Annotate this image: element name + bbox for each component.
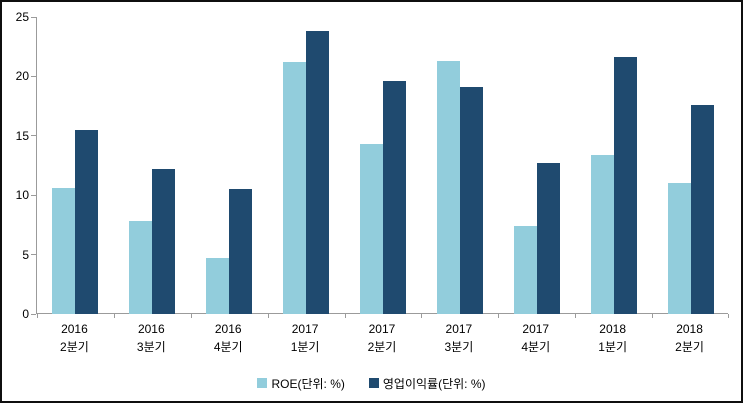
y-axis-tick-label: 25 bbox=[15, 10, 29, 24]
x-axis-category-label: 2017 3분기 bbox=[444, 322, 474, 354]
x-axis-category-label: 2018 1분기 bbox=[598, 322, 628, 354]
x-axis-tick-mark bbox=[652, 314, 654, 318]
y-axis-tick-label: 0 bbox=[22, 307, 29, 321]
legend-label-operating-margin: 영업이익률(단위: %) bbox=[382, 376, 486, 391]
y-axis-tick-label: 15 bbox=[15, 128, 29, 143]
roe-bar bbox=[283, 62, 306, 314]
roe-bar bbox=[52, 188, 75, 314]
x-axis-category-label: 2017 1분기 bbox=[290, 322, 320, 354]
x-axis-tick-mark bbox=[267, 314, 269, 318]
x-axis-tick-mark bbox=[344, 314, 346, 318]
roe-bar bbox=[591, 155, 614, 314]
legend-item-operating-margin: 영업이익률(단위: %) bbox=[368, 375, 486, 392]
roe-bar bbox=[437, 61, 460, 314]
operating-margin-bar bbox=[614, 57, 637, 314]
operating-margin-bar bbox=[229, 189, 252, 314]
operating-margin-bar bbox=[306, 31, 329, 314]
x-axis-category-label: 2016 4분기 bbox=[213, 322, 243, 354]
y-axis-tick-mark bbox=[31, 75, 36, 77]
legend: ROE(단위: %) 영업이익률(단위: %) bbox=[2, 374, 741, 392]
y-axis-tick-mark bbox=[31, 313, 36, 315]
roe-bar bbox=[668, 183, 691, 314]
x-axis-tick-mark bbox=[728, 314, 729, 318]
y-axis-tick-label: 5 bbox=[22, 247, 29, 262]
x-axis-category-label: 2017 2분기 bbox=[367, 322, 397, 354]
x-axis-tick-mark bbox=[113, 314, 115, 318]
y-axis-tick-mark bbox=[31, 254, 36, 256]
x-axis-tick-mark bbox=[421, 314, 423, 318]
x-axis-category-label: 2016 2분기 bbox=[60, 322, 89, 354]
x-axis-category-label: 2017 4분기 bbox=[521, 322, 551, 354]
roe-bar bbox=[206, 258, 229, 314]
roe-bar bbox=[514, 226, 537, 314]
legend-item-roe: ROE(단위: %) bbox=[257, 375, 345, 392]
x-axis-category-label: 2018 2분기 bbox=[675, 322, 704, 354]
y-axis-tick-mark bbox=[31, 16, 36, 18]
legend-swatch-roe bbox=[257, 378, 268, 388]
y-axis-tick-mark bbox=[31, 194, 36, 196]
roe-bar bbox=[129, 221, 152, 314]
x-axis-tick-mark bbox=[498, 314, 500, 318]
operating-margin-bar bbox=[152, 169, 175, 314]
plot-area: 0 5 10 15 20 25 bbox=[16, 11, 729, 320]
operating-margin-bar bbox=[691, 105, 714, 314]
x-axis-tick-mark bbox=[190, 314, 192, 318]
legend-swatch-operating-margin bbox=[368, 378, 379, 388]
operating-margin-bar bbox=[537, 163, 560, 314]
x-axis-tick-mark bbox=[575, 314, 577, 318]
x-axis-tick-mark bbox=[37, 314, 38, 318]
operating-margin-bar bbox=[383, 81, 406, 314]
roe-bar bbox=[360, 144, 383, 314]
operating-margin-bar bbox=[460, 87, 483, 314]
operating-margin-bar bbox=[75, 130, 98, 314]
x-axis-category-label: 2016 3분기 bbox=[136, 322, 166, 354]
y-axis-tick-label: 20 bbox=[15, 69, 29, 84]
y-axis-tick-label: 10 bbox=[15, 188, 29, 203]
y-axis-tick-mark bbox=[31, 135, 36, 137]
legend-label-roe: ROE(단위: %) bbox=[271, 376, 345, 391]
